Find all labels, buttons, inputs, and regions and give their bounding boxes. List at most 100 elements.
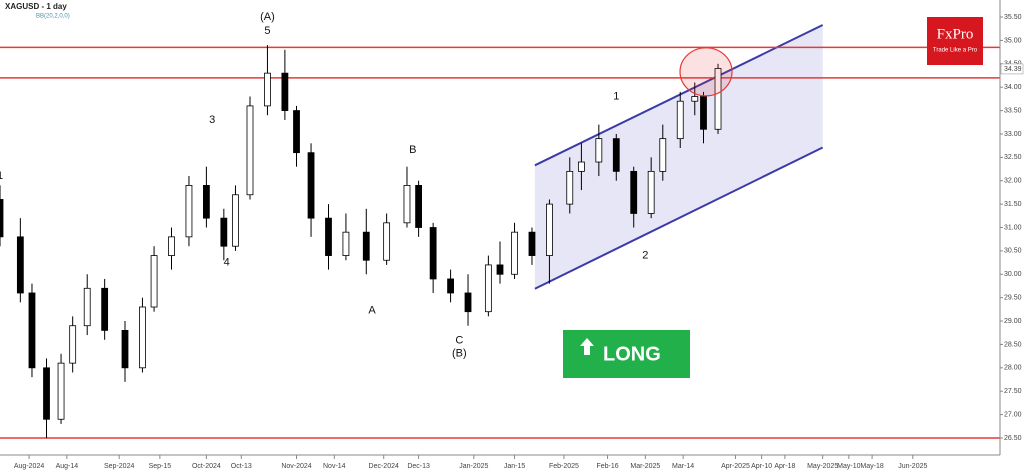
y-tick-label: 31.50 [1004,201,1022,208]
y-tick-label: 26.50 [1004,435,1022,442]
candle-body [496,264,504,275]
highlight-circle [679,47,733,97]
wave-label: 5 [264,25,270,37]
wave-label: (B) [452,348,467,360]
channel-fill [534,24,823,289]
candle-body [342,231,350,256]
candle-body [659,138,667,172]
x-tick-label: May-10 [837,463,860,470]
logo-tagline: Trade Like a Pro [933,48,978,54]
wave-label: 2 [642,249,648,261]
x-tick-label: Nov-14 [323,463,346,470]
x-tick-label: Mar-2025 [630,463,660,470]
x-tick-label: Nov-2024 [281,463,311,470]
channel-line [534,24,824,167]
y-tick-label: 33.50 [1004,107,1022,114]
candle-body [700,96,707,130]
candle-body [484,264,492,313]
x-tick-label: Mar-14 [672,463,694,470]
wave-label: 3 [209,114,215,126]
candle-body [464,292,472,313]
x-tick-label: Jan-2025 [459,463,488,470]
arrow-up-icon [580,338,594,355]
x-tick-label: Feb-2025 [549,463,579,470]
candle-body [307,152,315,219]
candle-body [691,96,699,102]
candle-body [415,185,423,228]
candle-body [647,170,655,214]
candle-body [281,72,289,111]
candle-body [83,287,91,327]
candle-body [150,255,158,308]
candle-body [220,217,228,247]
y-tick-label: 30.50 [1004,248,1022,255]
candle-body [293,110,300,154]
candle-body [447,278,454,294]
x-tick-label: Apr-10 [751,463,772,470]
y-tick-label: 32.50 [1004,154,1022,161]
candle-body [429,227,437,280]
y-tick-label: 28.50 [1004,341,1022,348]
candle-body [595,138,603,163]
candle-body [185,185,193,238]
candle-body [101,287,109,331]
price-tag-label: 34.39 [1004,66,1022,73]
candle-body [566,170,574,205]
wave-label: C [455,335,463,347]
y-tick-label: 30.00 [1004,271,1022,278]
y-tick-label: 35.50 [1004,14,1022,21]
candle-body [246,105,254,196]
candle-body [546,203,553,256]
candle-body [528,231,536,256]
candle-body [511,231,518,275]
candle-body [202,185,210,219]
y-tick-label: 35.00 [1004,37,1022,44]
logo: FxPro [937,26,974,42]
x-tick-label: Dec-2024 [369,463,399,470]
candle-body [16,236,24,294]
x-tick-label: Aug-2024 [14,463,44,470]
candle-body [57,362,65,420]
wave-label: (A) [260,11,275,23]
x-tick-label: Apr-2025 [721,463,750,470]
candle-body [43,367,50,420]
x-tick-label: Feb-16 [596,463,618,470]
x-tick-label: Apr-18 [774,463,795,470]
y-tick-label: 28.00 [1004,365,1022,372]
candle-body [714,68,722,130]
y-tick-label: 29.50 [1004,295,1022,302]
y-tick-label: 27.00 [1004,411,1022,418]
candle-body [362,231,370,261]
x-tick-label: Oct-13 [231,463,252,470]
candle-body [28,292,36,369]
candle-body [168,236,175,256]
candle-body [403,185,411,224]
candle-body [676,100,684,140]
candle-body [69,325,77,364]
candle-body [232,194,239,247]
y-tick-label: 33.00 [1004,131,1022,138]
indicator-label: BB(20,2,0,0) [36,14,70,20]
x-tick-label: Sep-15 [149,463,172,470]
x-tick-label: Sep-2024 [104,463,134,470]
candle-body [325,217,332,256]
x-tick-label: Jan-15 [504,463,526,470]
candle-body [383,222,391,261]
y-tick-label: 27.50 [1004,388,1022,395]
candle-body [0,199,4,238]
wave-label: A [368,305,376,317]
candle-body [630,170,638,214]
x-tick-label: May-2025 [807,463,838,470]
candle-body [612,138,620,172]
y-tick-label: 29.00 [1004,318,1022,325]
chart-title: XAGUSD - 1 day [5,2,67,11]
price-tag [1000,63,1024,75]
wave-label: 4 [224,256,230,268]
wave-label: B [409,144,416,156]
candle-body [139,306,146,369]
x-tick-label: Dec-13 [407,463,430,470]
wave-label: 1 [0,170,3,182]
y-tick-label: 32.00 [1004,178,1022,185]
wave-label: 1 [613,90,619,102]
